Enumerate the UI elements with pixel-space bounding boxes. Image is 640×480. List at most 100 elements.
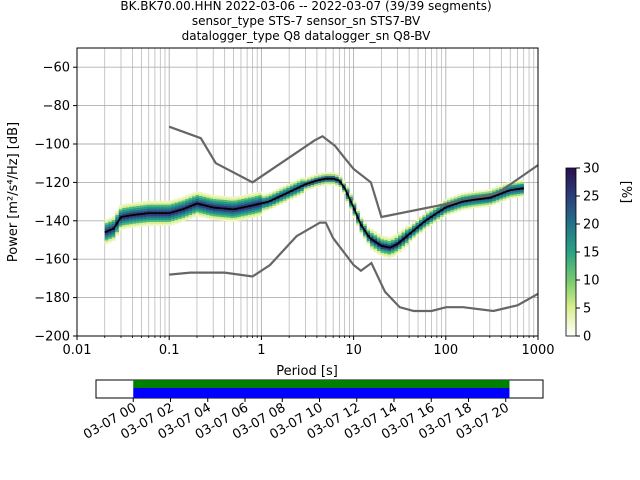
- probability-cell: [171, 216, 175, 220]
- probability-cell: [122, 219, 126, 222]
- probability-cell: [338, 186, 343, 189]
- probability-cell: [212, 200, 217, 203]
- probability-cell: [164, 219, 168, 222]
- probability-cell: [363, 221, 367, 225]
- probability-cell: [251, 213, 256, 217]
- probability-cell: [324, 181, 329, 184]
- probability-cell: [199, 213, 203, 216]
- probability-cell: [185, 195, 189, 198]
- probability-cell: [387, 244, 392, 247]
- probability-cell: [293, 182, 297, 185]
- probability-cell: [136, 219, 140, 222]
- probability-cell: [422, 224, 427, 227]
- probability-cell: [453, 197, 458, 200]
- probability-cell: [457, 205, 462, 208]
- probability-cell: [296, 184, 301, 187]
- y-tick-label: −60: [43, 61, 70, 76]
- probability-cell: [432, 215, 437, 218]
- probability-cell: [359, 220, 364, 223]
- probability-cell: [432, 209, 437, 212]
- probability-cell: [307, 185, 311, 189]
- probability-cell: [370, 232, 374, 235]
- probability-cell: [199, 201, 203, 204]
- probability-cell: [139, 216, 144, 219]
- probability-cell: [247, 210, 252, 213]
- probability-cell: [520, 185, 524, 188]
- probability-cell: [132, 225, 137, 228]
- probability-cell: [216, 204, 221, 208]
- probability-cell: [122, 205, 126, 209]
- probability-cell: [286, 189, 290, 192]
- probability-cell: [387, 254, 392, 257]
- probability-cell: [206, 212, 210, 215]
- probability-cell: [226, 215, 231, 218]
- probability-cell: [499, 200, 503, 203]
- probability-cell: [380, 250, 385, 253]
- probability-cell: [136, 201, 140, 205]
- probability-cell: [282, 185, 287, 188]
- probability-cell: [310, 175, 315, 178]
- probability-cell: [188, 201, 193, 204]
- probability-cell: [380, 254, 385, 257]
- probability-cell: [254, 191, 259, 195]
- probability-cell: [366, 232, 371, 236]
- probability-cell: [415, 220, 420, 223]
- probability-cell: [363, 231, 367, 234]
- probability-cell: [499, 194, 503, 197]
- probability-cell: [359, 232, 364, 235]
- probability-cell: [167, 221, 172, 224]
- probability-cell: [300, 183, 304, 186]
- probability-cell: [394, 253, 399, 256]
- probability-cell: [188, 214, 193, 217]
- probability-cell: [212, 198, 217, 201]
- minor-grid: [104, 48, 535, 336]
- probability-cell: [398, 248, 402, 251]
- probability-cell: [499, 196, 503, 199]
- probability-cell: [391, 243, 395, 246]
- probability-cell: [443, 199, 448, 202]
- probability-cell: [373, 236, 378, 240]
- probability-cell: [502, 197, 507, 200]
- probability-cell: [125, 211, 130, 214]
- probability-cell: [485, 191, 490, 194]
- probability-cell: [178, 205, 182, 208]
- probability-cell: [405, 225, 409, 228]
- probability-cell: [129, 220, 133, 223]
- probability-cell: [143, 203, 147, 206]
- probability-cell: [492, 200, 496, 204]
- probability-cell: [300, 192, 304, 195]
- probability-cell: [209, 209, 214, 212]
- probability-cell: [317, 173, 322, 176]
- probability-cell: [338, 184, 343, 188]
- probability-cell: [272, 190, 277, 193]
- probability-cell: [146, 200, 151, 203]
- probability-cell: [380, 241, 385, 244]
- probability-cell: [502, 183, 507, 186]
- probability-cell: [240, 214, 245, 217]
- probability-cell: [272, 196, 277, 199]
- probability-cell: [467, 203, 472, 206]
- probability-cell: [206, 210, 210, 213]
- probability-cell: [240, 216, 245, 219]
- probability-cell: [181, 211, 186, 215]
- probability-cell: [387, 238, 392, 241]
- probability-cell: [199, 199, 203, 202]
- probability-cell: [132, 215, 137, 218]
- probability-cell: [380, 246, 385, 250]
- probability-cell: [233, 211, 238, 214]
- probability-cell: [279, 196, 284, 199]
- probability-cell: [160, 219, 165, 222]
- probability-cell: [233, 209, 238, 212]
- probability-cell: [293, 194, 297, 197]
- probability-cell: [230, 196, 235, 199]
- probability-cell: [516, 186, 521, 189]
- probability-cell: [356, 208, 360, 211]
- probability-cell: [143, 224, 147, 227]
- probability-cell: [310, 182, 315, 186]
- probability-cell: [373, 233, 378, 236]
- probability-cell: [359, 218, 364, 221]
- probability-cell: [408, 226, 413, 229]
- probability-cell: [244, 209, 249, 212]
- probability-cell: [289, 197, 294, 200]
- probability-cell: [146, 206, 151, 209]
